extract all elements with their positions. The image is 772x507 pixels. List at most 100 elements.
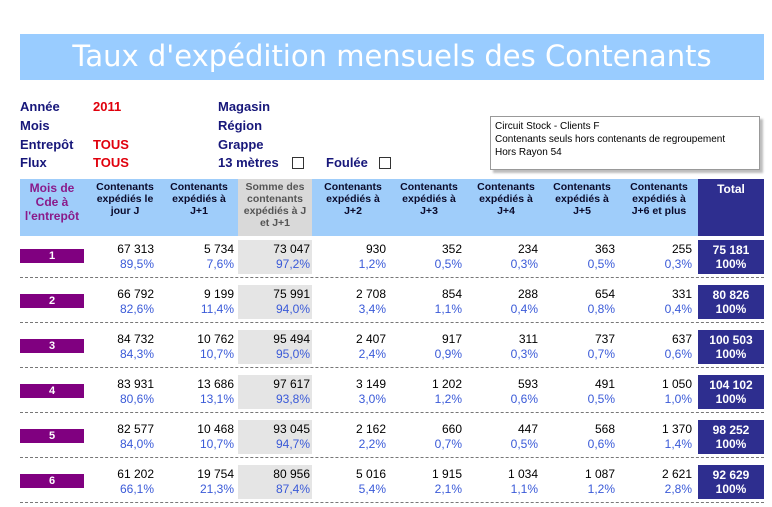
month-badge[interactable]: 4 bbox=[20, 384, 84, 398]
row-total: 80 826 100% bbox=[698, 285, 764, 319]
month-column-header: Mois de Cde à l'entrepôt bbox=[24, 181, 80, 223]
col-header-j6: Contenants expédiés à J+6 et plus bbox=[630, 181, 688, 217]
annee-value[interactable]: 2011 bbox=[93, 99, 122, 114]
sum-cell-bg bbox=[238, 465, 312, 499]
table-percent: 1,2% bbox=[587, 482, 615, 496]
table-value: 660 bbox=[441, 422, 462, 436]
table-value: 288 bbox=[517, 287, 538, 301]
month-badge[interactable]: 6 bbox=[20, 474, 84, 488]
table-value: 1 034 bbox=[507, 467, 538, 481]
table-value: 82 577 bbox=[117, 422, 154, 436]
row-total-value: 100 503 bbox=[709, 333, 753, 347]
table-value: 255 bbox=[671, 242, 692, 256]
month-badge[interactable]: 5 bbox=[20, 429, 84, 443]
foulee-checkbox[interactable] bbox=[379, 157, 391, 169]
table-percent: 2,1% bbox=[434, 482, 462, 496]
table-percent: 0,5% bbox=[434, 257, 462, 271]
note-line-3: Hors Rayon 54 bbox=[495, 147, 562, 158]
col-header-j: Contenants expédiés le jour J bbox=[96, 181, 154, 217]
table-value: 1 087 bbox=[584, 467, 615, 481]
col-header-j4: Contenants expédiés à J+4 bbox=[477, 181, 535, 217]
table-percent: 0,3% bbox=[510, 347, 538, 361]
table-percent: 1,1% bbox=[434, 302, 462, 316]
table-value: 1 370 bbox=[661, 422, 692, 436]
table-percent: 94,0% bbox=[275, 302, 310, 316]
month-badge[interactable]: 3 bbox=[20, 339, 84, 353]
table-percent: 97,2% bbox=[275, 257, 310, 271]
table-percent: 10,7% bbox=[199, 347, 234, 361]
table-percent: 2,8% bbox=[664, 482, 692, 496]
col-header-j5: Contenants expédiés à J+5 bbox=[553, 181, 611, 217]
table-percent: 87,4% bbox=[275, 482, 310, 496]
table-percent: 10,7% bbox=[199, 437, 234, 451]
table-percent: 0,3% bbox=[510, 257, 538, 271]
table-value: 3 149 bbox=[355, 377, 386, 391]
table-value: 97 617 bbox=[273, 377, 310, 391]
table-value: 5 734 bbox=[203, 242, 234, 256]
table-value: 5 016 bbox=[355, 467, 386, 481]
table-percent: 0,4% bbox=[510, 302, 538, 316]
note-line-1: Circuit Stock - Clients F bbox=[495, 121, 600, 132]
flux-label: Flux bbox=[20, 155, 47, 170]
note-line-2: Contenants seuls hors contenants de regr… bbox=[495, 134, 726, 145]
table-value: 930 bbox=[365, 242, 386, 256]
table-percent: 1,2% bbox=[358, 257, 386, 271]
table-percent: 0,7% bbox=[587, 347, 615, 361]
table-percent: 84,3% bbox=[119, 347, 154, 361]
table-value: 9 199 bbox=[203, 287, 234, 301]
table-value: 654 bbox=[594, 287, 615, 301]
table-header bbox=[20, 179, 764, 236]
col-header-sum: Somme des contenants expédiés à J et J+1 bbox=[238, 179, 312, 236]
table-percent: 94,7% bbox=[275, 437, 310, 451]
table-value: 1 202 bbox=[431, 377, 462, 391]
table-value: 10 468 bbox=[197, 422, 234, 436]
sum-cell-bg bbox=[238, 330, 312, 364]
row-separator bbox=[20, 277, 764, 278]
table-value: 917 bbox=[441, 332, 462, 346]
row-total-percent: 100% bbox=[715, 437, 747, 451]
annee-label: Année bbox=[20, 99, 60, 114]
row-separator bbox=[20, 367, 764, 368]
row-total: 92 629 100% bbox=[698, 465, 764, 499]
table-value: 19 754 bbox=[197, 467, 234, 481]
table-value: 1 915 bbox=[431, 467, 462, 481]
table-percent: 1,0% bbox=[664, 392, 692, 406]
table-percent: 0,3% bbox=[664, 257, 692, 271]
metres-checkbox[interactable] bbox=[292, 157, 304, 169]
row-separator bbox=[20, 457, 764, 458]
month-badge[interactable]: 2 bbox=[20, 294, 84, 308]
table-value: 95 494 bbox=[273, 332, 310, 346]
table-percent: 0,5% bbox=[587, 257, 615, 271]
table-value: 84 732 bbox=[117, 332, 154, 346]
region-label: Région bbox=[218, 118, 263, 133]
table-value: 67 313 bbox=[117, 242, 154, 256]
table-percent: 0,6% bbox=[587, 437, 615, 451]
table-percent: 0,8% bbox=[587, 302, 615, 316]
table-percent: 0,5% bbox=[510, 437, 538, 451]
row-total-percent: 100% bbox=[715, 302, 747, 316]
table-percent: 93,8% bbox=[275, 392, 310, 406]
table-value: 234 bbox=[517, 242, 538, 256]
table-value: 66 792 bbox=[117, 287, 154, 301]
row-total-value: 98 252 bbox=[712, 423, 750, 437]
total-column-header: Total bbox=[698, 179, 764, 236]
entrepot-label: Entrepôt bbox=[20, 137, 74, 152]
row-total-value: 75 181 bbox=[712, 243, 750, 257]
table-percent: 82,6% bbox=[119, 302, 154, 316]
table-percent: 95,0% bbox=[275, 347, 310, 361]
page-title: Taux d'expédition mensuels des Contenant… bbox=[20, 34, 764, 80]
entrepot-value[interactable]: TOUS bbox=[93, 137, 129, 152]
flux-value[interactable]: TOUS bbox=[93, 155, 129, 170]
table-value: 1 050 bbox=[661, 377, 692, 391]
row-total-value: 80 826 bbox=[712, 288, 750, 302]
row-separator bbox=[20, 412, 764, 413]
row-total: 100 503 100% bbox=[698, 330, 764, 364]
table-percent: 0,7% bbox=[434, 437, 462, 451]
table-percent: 1,1% bbox=[510, 482, 538, 496]
table-value: 10 762 bbox=[197, 332, 234, 346]
month-badge[interactable]: 1 bbox=[20, 249, 84, 263]
table-value: 854 bbox=[441, 287, 462, 301]
table-value: 352 bbox=[441, 242, 462, 256]
table-percent: 84,0% bbox=[119, 437, 154, 451]
table-percent: 0,4% bbox=[664, 302, 692, 316]
